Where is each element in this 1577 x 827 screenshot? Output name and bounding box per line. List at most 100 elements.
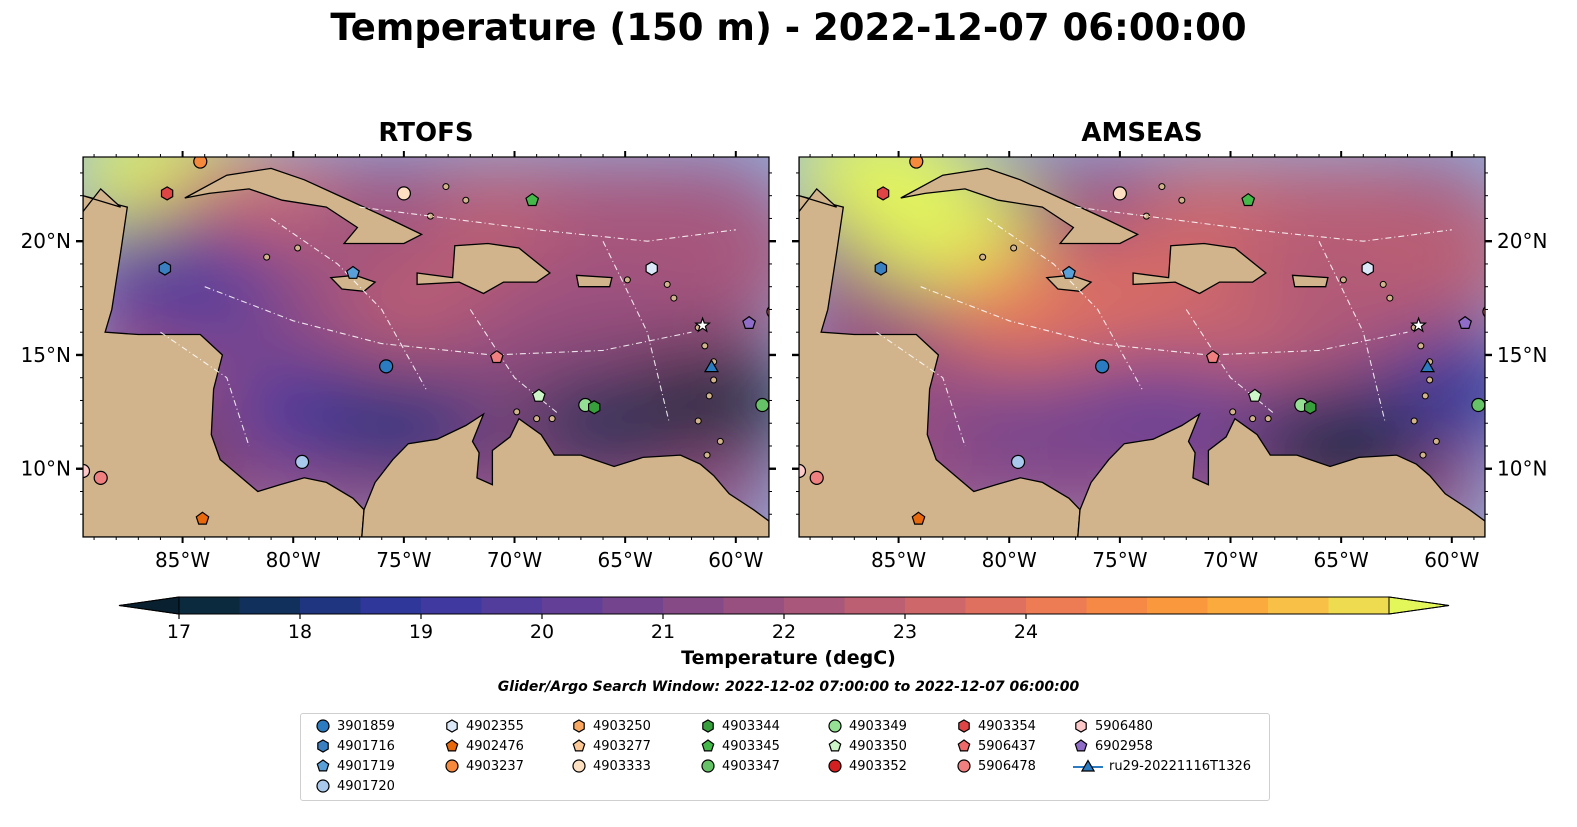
legend-label: 4903344	[722, 718, 780, 734]
legend-item: 4903344	[700, 717, 780, 735]
colorbar-bin	[723, 597, 785, 614]
legend-item: 4903345	[700, 737, 780, 755]
lon-tick-label: 85°W	[871, 548, 926, 572]
legend-item: 4903349	[827, 717, 907, 735]
colorbar-tick-label: 19	[409, 621, 433, 643]
legend-item: 5906480	[1073, 717, 1153, 735]
legend-marker	[445, 739, 459, 752]
eez-boundary-3	[469, 309, 560, 415]
legend-label: 5906478	[978, 758, 1036, 774]
pentagon-marker-icon	[572, 739, 586, 752]
panel-title-rtofs: RTOFS	[378, 118, 474, 148]
obs-4903350	[531, 388, 546, 402]
colorbar-bin	[481, 597, 543, 614]
colorbar-bin	[784, 597, 846, 614]
colorbar-bin	[1328, 597, 1390, 614]
legend-label: 4902476	[466, 738, 524, 754]
obs-4903333	[396, 186, 411, 201]
lat-tick-label-right: 15°N	[1497, 343, 1547, 367]
land-central-america	[83, 195, 365, 537]
land-yucatan-north	[799, 157, 838, 213]
obs-3901859	[379, 359, 394, 374]
island-9	[513, 408, 521, 416]
pentagon-marker-icon	[445, 739, 459, 752]
eez-boundary-2	[270, 217, 427, 390]
land-hispaniola	[416, 242, 551, 295]
colorbar-bin	[179, 597, 241, 614]
field-region-10	[941, 368, 1122, 479]
legend-marker	[957, 739, 971, 752]
island-11	[1264, 415, 1272, 423]
colorbar-over-arrow	[1388, 596, 1450, 615]
colorbar-tick-label: 20	[530, 621, 554, 643]
legend-item: 4903237	[444, 757, 524, 775]
lat-tick-label-left: 10°N	[21, 457, 71, 481]
obs-4903333	[1112, 186, 1127, 201]
triangle-marker-icon	[1073, 759, 1103, 772]
land-central-america	[799, 195, 1081, 537]
hexagon-marker-icon	[1075, 719, 1087, 733]
obs-5906437	[489, 349, 504, 364]
obs-4903237	[909, 157, 924, 169]
lon-tick-label: 70°W	[487, 548, 542, 572]
lon-tick-label: 80°W	[982, 548, 1037, 572]
obs-4901720	[1010, 454, 1026, 470]
legend-item: 4903333	[571, 757, 651, 775]
lon-tick-label: 65°W	[1314, 548, 1369, 572]
legend-label: 5906480	[1095, 718, 1153, 734]
island-12	[663, 280, 671, 288]
lon-tick-label: 75°W	[1092, 548, 1147, 572]
legend-item: 3901859	[315, 717, 395, 735]
eez-boundary-5	[876, 331, 966, 447]
legend-item: 4903277	[571, 737, 651, 755]
field-region-7	[1361, 197, 1485, 308]
circle-marker-icon	[828, 719, 842, 733]
land-puerto-rico	[1291, 274, 1329, 288]
pentagon-marker-icon	[1074, 739, 1088, 752]
colorbar-tick-label: 18	[288, 621, 312, 643]
pentagon-marker-icon	[316, 759, 330, 772]
colorbar-bin	[1268, 597, 1330, 614]
legend-marker	[828, 739, 842, 752]
legend-marker	[958, 719, 970, 733]
circle-marker-icon	[316, 719, 330, 733]
land-yucatan-north	[83, 157, 122, 213]
obs-4903352	[1410, 316, 1428, 333]
colorbar-tick-label: 24	[1014, 621, 1038, 643]
obs-4903347	[755, 397, 769, 413]
obs-ru29-20221116T1326	[1419, 359, 1436, 373]
colorbar-tick-label: 17	[167, 621, 191, 643]
legend-item: 5906478	[956, 757, 1036, 775]
obs-5906437	[1205, 349, 1220, 364]
island-17	[442, 183, 450, 191]
colorbar-bin	[663, 597, 725, 614]
field-region-2	[852, 174, 1033, 285]
field-region-15	[623, 345, 769, 456]
island-7	[1419, 451, 1427, 459]
obs-4901719	[346, 265, 360, 279]
lon-tick-label: 60°W	[1424, 548, 1479, 572]
lon-tick-label: 75°W	[376, 548, 431, 572]
eez-boundary-1	[204, 286, 692, 356]
colorbar-bin	[1207, 597, 1269, 614]
colorbar-tick-label: 21	[651, 621, 675, 643]
circle-marker-icon	[957, 759, 971, 773]
colorbar: 17 18 19 20 21 22 23 24	[118, 596, 1450, 643]
obs-4901716	[874, 261, 888, 276]
obs-ru29-20221116T1326	[703, 359, 720, 373]
island-4	[1426, 376, 1434, 384]
obs-4903350	[1247, 388, 1262, 402]
legend-marker	[572, 759, 586, 773]
eez-boundary-3	[1185, 309, 1276, 415]
obs-4902355	[645, 261, 658, 276]
legend-item: 4903350	[827, 737, 907, 755]
panel-title-amseas: AMSEAS	[1081, 118, 1203, 148]
pentagon-marker-icon	[701, 739, 715, 752]
legend-marker	[828, 759, 842, 773]
land-south-america	[361, 412, 769, 537]
lon-tick-label: 80°W	[266, 548, 321, 572]
lon-tick-label: 70°W	[1203, 548, 1258, 572]
legend-label: 4903347	[722, 758, 780, 774]
eez-boundary-6	[1075, 206, 1452, 242]
